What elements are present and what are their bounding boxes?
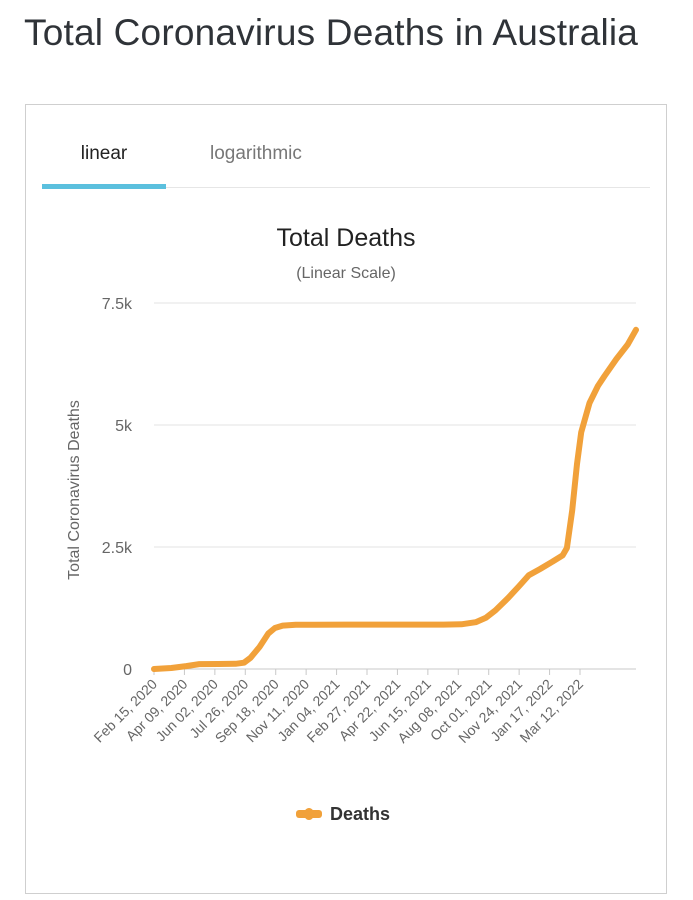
legend-label-deaths: Deaths bbox=[330, 803, 391, 824]
grid-lines bbox=[154, 302, 636, 670]
tab-linear[interactable]: linear bbox=[80, 143, 128, 164]
y-tick-label: 5k bbox=[115, 418, 133, 435]
legend[interactable]: Deaths bbox=[296, 802, 390, 826]
chart-title: Total Deaths bbox=[277, 224, 416, 252]
y-axis-label: Total Coronavirus Deaths bbox=[66, 400, 83, 580]
active-tab-indicator bbox=[42, 184, 166, 189]
series-lines bbox=[151, 326, 639, 672]
scale-tabs: linear logarithmic bbox=[42, 135, 650, 189]
chart-area: Total Deaths (Linear Scale) Total Corona… bbox=[66, 224, 639, 746]
y-tick-label: 7.5k bbox=[102, 296, 133, 313]
chart-card: linear logarithmic Total Deaths (Linear … bbox=[25, 104, 667, 894]
y-tick-label: 0 bbox=[123, 662, 132, 679]
y-tick-label: 2.5k bbox=[102, 540, 133, 557]
chart-subtitle: (Linear Scale) bbox=[296, 265, 396, 282]
y-tick-labels: 0 2.5k 5k 7.5k bbox=[102, 296, 133, 679]
legend-swatch-deaths bbox=[296, 808, 322, 820]
series-line-deaths[interactable] bbox=[151, 326, 639, 672]
page-title: Total Coronavirus Deaths in Australia bbox=[24, 12, 639, 53]
tab-logarithmic[interactable]: logarithmic bbox=[210, 143, 302, 164]
